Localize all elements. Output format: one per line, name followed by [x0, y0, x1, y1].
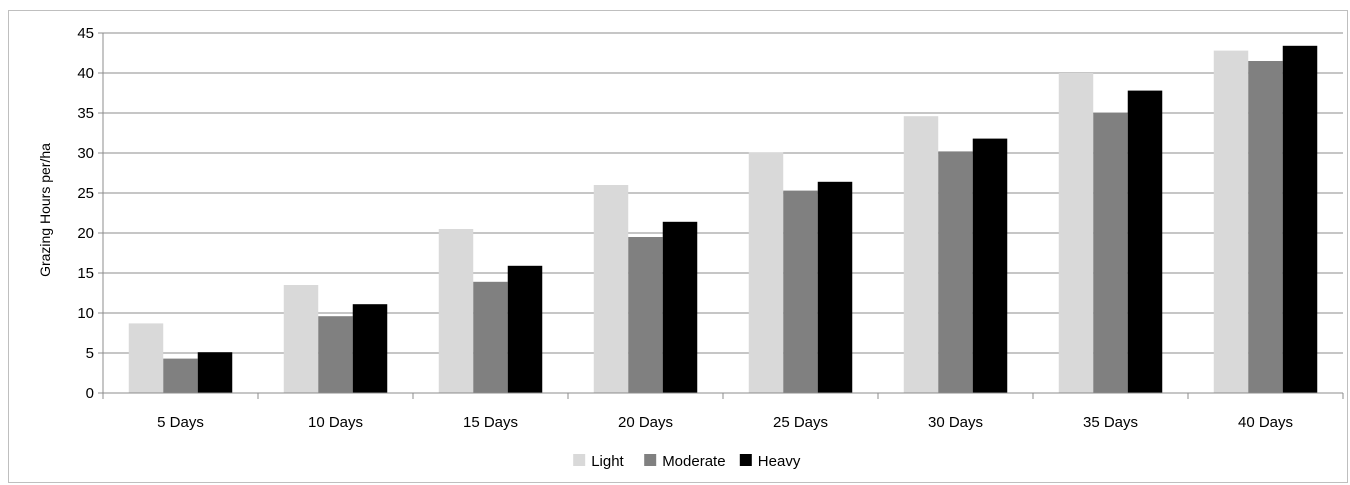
bars — [128, 45, 1318, 394]
x-tick-label: 20 Days — [618, 414, 673, 431]
bar-heavy-6 — [1127, 90, 1163, 393]
bar-light-1 — [283, 285, 319, 393]
bar-light-5 — [903, 116, 939, 393]
y-tick-label: 45 — [77, 25, 94, 42]
bar-light-0 — [128, 323, 164, 393]
y-tick-labels: 0 5 10 15 20 25 30 35 40 45 — [77, 25, 94, 402]
bar-heavy-4 — [817, 181, 853, 393]
legend-swatch-light — [573, 454, 586, 466]
bar-heavy-0 — [197, 352, 233, 393]
bar-moderate-1 — [318, 316, 353, 393]
bar-light-7 — [1213, 50, 1249, 393]
bar-light-6 — [1058, 73, 1094, 393]
y-tick-label: 0 — [86, 385, 94, 402]
bar-heavy-3 — [662, 221, 698, 393]
x-tick-label: 40 Days — [1238, 414, 1293, 431]
legend-swatch-moderate — [644, 454, 657, 466]
y-tick-label: 10 — [77, 305, 94, 322]
x-tick-label: 5 Days — [157, 414, 204, 431]
y-tick-label: 15 — [77, 265, 94, 282]
bar-moderate-2 — [473, 281, 508, 393]
bar-moderate-4 — [783, 190, 818, 393]
bar-light-4 — [748, 152, 784, 393]
axes — [98, 32, 1344, 399]
y-axis-label: Grazing Hours per/ha — [37, 143, 53, 277]
y-tick-label: 30 — [77, 145, 94, 162]
legend-label-moderate: Moderate — [662, 453, 725, 470]
legend-swatch-heavy — [739, 454, 752, 466]
bar-heavy-1 — [352, 304, 388, 393]
bar-moderate-6 — [1093, 113, 1128, 393]
bar-heavy-5 — [972, 138, 1008, 393]
bar-light-2 — [438, 229, 474, 393]
y-tick-label: 40 — [77, 65, 94, 82]
bar-heavy-2 — [507, 265, 543, 393]
y-tick-label: 25 — [77, 185, 94, 202]
legend: Light Moderate Heavy — [573, 453, 801, 470]
y-tick-label: 5 — [86, 345, 94, 362]
legend-label-light: Light — [591, 453, 624, 470]
x-tick-labels: 5 Days 10 Days 15 Days 20 Days 25 Days 30 Day… — [157, 414, 1293, 431]
x-tick-label: 15 Days — [463, 414, 518, 431]
x-tick-label: 30 Days — [928, 414, 983, 431]
x-tick-label: 10 Days — [308, 414, 363, 431]
x-tick-label: 25 Days — [773, 414, 828, 431]
y-tick-label: 35 — [77, 105, 94, 122]
bar-heavy-7 — [1282, 45, 1318, 394]
bar-light-3 — [593, 185, 629, 393]
x-tick-label: 35 Days — [1083, 414, 1138, 431]
bar-moderate-0 — [163, 358, 198, 393]
legend-label-heavy: Heavy — [758, 453, 801, 470]
bar-moderate-3 — [628, 237, 663, 393]
bar-moderate-7 — [1248, 61, 1283, 393]
bar-moderate-5 — [938, 151, 973, 393]
y-tick-label: 20 — [77, 225, 94, 242]
